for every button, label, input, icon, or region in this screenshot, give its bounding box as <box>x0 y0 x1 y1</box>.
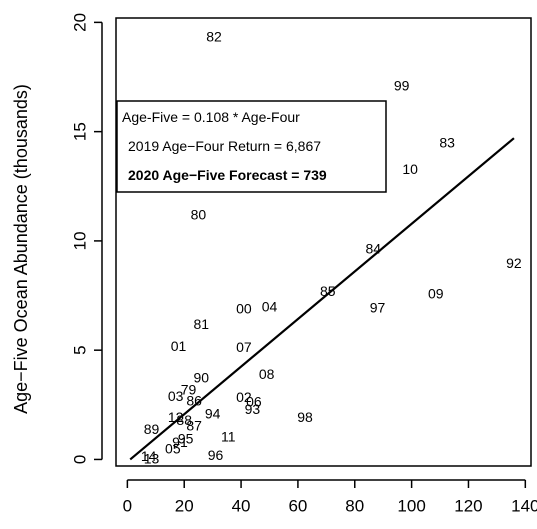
point-label: 84 <box>365 241 381 257</box>
point-label: 06 <box>246 394 262 410</box>
annotation-equation: Age-Five = 0.108 * Age-Four <box>122 109 300 125</box>
annotation-box: Age-Five = 0.108 * Age-Four 2019 Age−Fou… <box>116 100 387 193</box>
point-label: 80 <box>191 207 207 223</box>
y-tick-label: 15 <box>71 122 90 141</box>
y-axis-label: Age−Five Ocean Abundance (thousands) <box>11 84 31 414</box>
annotation-forecast: 2020 Age−Five Forecast = 739 <box>128 167 327 183</box>
point-label: 81 <box>193 316 209 332</box>
point-label: 98 <box>297 409 313 425</box>
point-label: 86 <box>186 392 202 408</box>
y-tick-label: 5 <box>71 345 90 354</box>
plot-border <box>115 17 532 467</box>
x-tick-label: 120 <box>454 497 482 516</box>
point-label: 88 <box>176 412 192 428</box>
point-label: 94 <box>205 406 221 422</box>
y-tick-label: 20 <box>71 13 90 32</box>
point-label: 93 <box>245 401 261 417</box>
point-label: 04 <box>262 298 278 314</box>
point-label: 92 <box>506 255 522 271</box>
y-tick-label: 10 <box>71 231 90 250</box>
point-label: 09 <box>428 285 444 301</box>
point-label: 08 <box>259 366 275 382</box>
point-label: 91 <box>172 434 188 450</box>
point-label: 13 <box>144 450 160 466</box>
x-tick-label: 20 <box>175 497 194 516</box>
x-tick-label: 40 <box>232 497 251 516</box>
x-tick-label: 100 <box>397 497 425 516</box>
point-label: 95 <box>178 431 194 447</box>
point-label: 03 <box>168 388 184 404</box>
point-label: 82 <box>206 29 222 45</box>
point-label: 11 <box>221 428 236 444</box>
x-tick-label: 0 <box>123 497 132 516</box>
point-label: 00 <box>236 301 252 317</box>
point-label: 14 <box>141 448 157 464</box>
point-label: 79 <box>181 382 197 398</box>
x-tick-label: 140 <box>511 497 537 516</box>
point-label: 01 <box>171 338 187 354</box>
point-label: 97 <box>370 300 386 316</box>
point-label: 83 <box>439 135 455 151</box>
point-label: 10 <box>402 161 418 177</box>
x-axis: 0 20 40 60 80 100 120 140 <box>123 479 537 516</box>
regression-line <box>129 137 515 461</box>
x-tick-label: 60 <box>288 497 307 516</box>
y-tick-label: 0 <box>71 455 90 464</box>
point-label: 02 <box>236 389 252 405</box>
point-label: 90 <box>193 369 209 385</box>
point-label: 12 <box>168 409 184 425</box>
point-label: 05 <box>165 441 181 457</box>
point-label: 96 <box>208 447 224 463</box>
annotation-return: 2019 Age−Four Return = 6,867 <box>128 138 321 154</box>
point-label: 85 <box>320 283 336 299</box>
point-label: 99 <box>394 78 410 94</box>
x-tick-label: 80 <box>345 497 364 516</box>
fit-line-layer <box>129 137 515 461</box>
point-label: 07 <box>236 339 252 355</box>
plot-frame <box>115 17 532 467</box>
point-label: 87 <box>186 418 202 434</box>
point-label: 89 <box>144 421 160 437</box>
y-axis: 0 5 10 15 20 <box>71 13 103 464</box>
